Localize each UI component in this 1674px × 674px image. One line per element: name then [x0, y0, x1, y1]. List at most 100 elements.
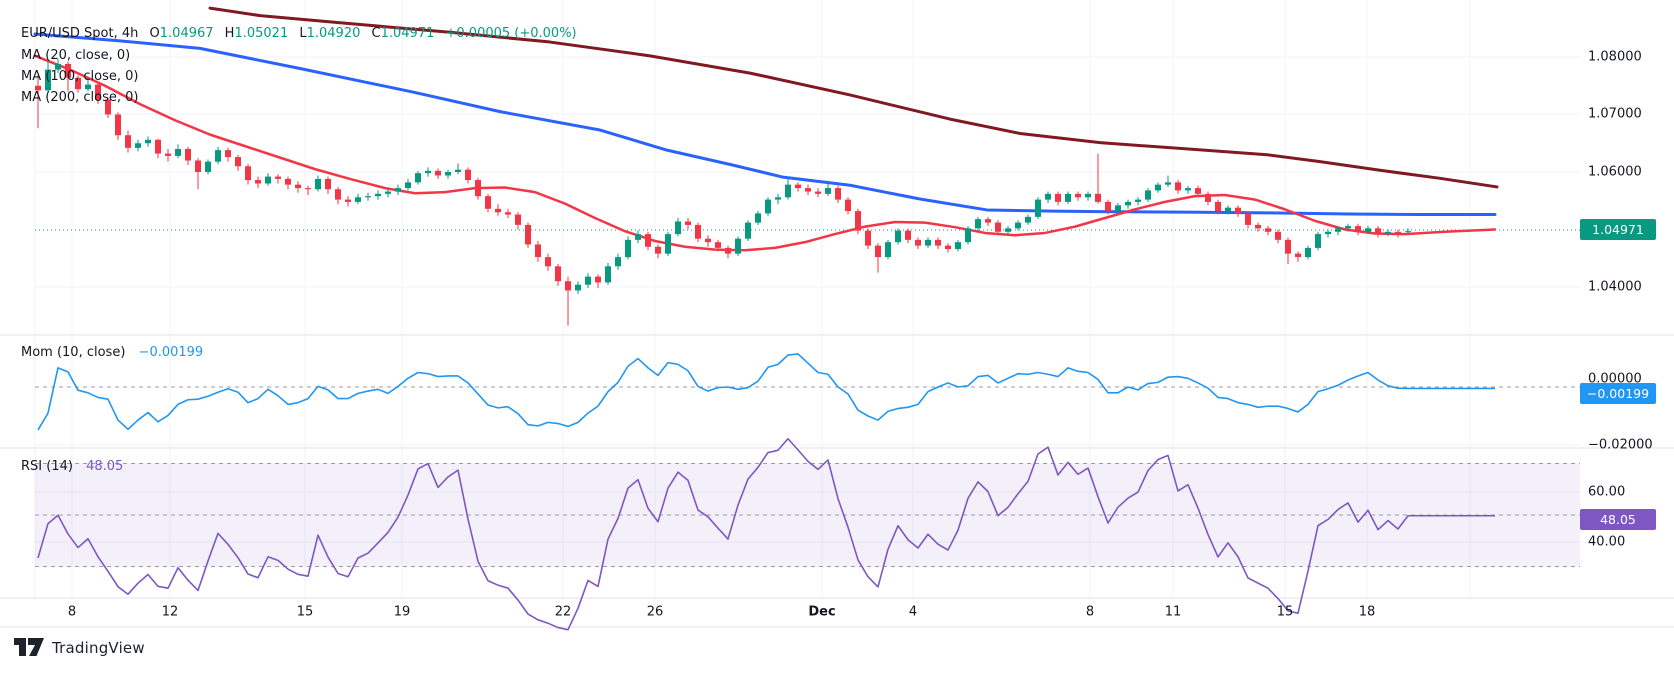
axis-time-label: 8: [67, 604, 77, 620]
current-price-badge: 1.04971: [1580, 219, 1656, 240]
candle-body: [595, 276, 601, 283]
candle-body: [815, 191, 821, 194]
candle-body: [1115, 205, 1121, 212]
candle-body: [65, 63, 71, 78]
candle-body: [555, 266, 561, 282]
axis-time-label: 4: [908, 604, 918, 620]
candle-body: [655, 246, 661, 254]
ohlc-high-value: 1.05021: [234, 26, 289, 41]
candle-body: [375, 193, 381, 197]
ma20-legend[interactable]: MA (20, close, 0): [21, 48, 130, 63]
candle-body: [915, 239, 921, 246]
candle-body: [355, 197, 361, 202]
ma20-legend-label: MA (20, close, 0): [21, 48, 131, 63]
candle-body: [505, 212, 511, 215]
candle-body: [245, 166, 251, 181]
axis-price-label: 1.08000: [1588, 49, 1642, 65]
candle-body: [365, 196, 371, 198]
momentum-legend-label: Mom (10, close): [21, 345, 126, 360]
candle-body: [1405, 231, 1411, 233]
candle-body: [75, 77, 81, 90]
candle-body: [1395, 231, 1401, 235]
candle-body: [1135, 199, 1141, 202]
tradingview-attribution[interactable]: TradingView: [14, 638, 145, 657]
candle-body: [535, 244, 541, 258]
candle-body: [55, 63, 61, 70]
ma20-line: [33, 54, 1497, 252]
candle-body: [1025, 216, 1031, 223]
candle-body: [795, 184, 801, 189]
candle-body: [175, 149, 181, 156]
candle-body: [875, 245, 881, 258]
candle-body: [695, 224, 701, 239]
axis-time-label: 19: [393, 604, 411, 620]
axis-time-label: 12: [161, 604, 179, 620]
candle-body: [425, 170, 431, 174]
symbol-legend[interactable]: EUR/USD Spot, 4h O1.04967 H1.05021 L1.04…: [21, 26, 577, 41]
candle-body: [205, 161, 211, 172]
rsi-legend[interactable]: RSI (14) 48.05: [21, 459, 123, 474]
candle-body: [1265, 228, 1271, 232]
candle-body: [1225, 207, 1231, 212]
axis-time-label: 22: [554, 604, 572, 620]
ohlc-open-key: O: [149, 26, 160, 41]
candle-body: [195, 160, 201, 172]
candle-body: [1065, 193, 1071, 202]
candle-body: [545, 257, 551, 267]
candle-body: [995, 222, 1001, 232]
tradingview-logo-icon: [14, 638, 44, 656]
candle-body: [895, 230, 901, 243]
candle-body: [185, 149, 191, 161]
axis-price-label: 0.00000: [1588, 371, 1642, 387]
candle-body: [1275, 231, 1281, 240]
candle-body: [1145, 190, 1151, 200]
candle-body: [1255, 224, 1261, 229]
ohlc-low-value: 1.04920: [306, 26, 361, 41]
candle-body: [745, 222, 751, 239]
ma100-line: [33, 32, 1497, 217]
axis-time-label: 26: [646, 604, 664, 620]
candle-body: [835, 188, 841, 200]
candle-body: [1215, 201, 1221, 212]
candle-body: [415, 173, 421, 183]
candle-body: [445, 172, 451, 176]
candle-body: [1085, 193, 1091, 198]
candle-body: [635, 234, 641, 240]
candle-body: [865, 230, 871, 246]
candle-body: [1235, 207, 1241, 214]
candle-body: [1005, 228, 1011, 232]
candle-body: [905, 230, 911, 240]
candle-body: [155, 139, 161, 154]
candle-body: [605, 266, 611, 283]
rsi-line: [37, 437, 1495, 631]
candle-body: [955, 242, 961, 250]
candle-body: [485, 196, 491, 209]
candle-body: [665, 234, 671, 254]
candle-body: [645, 234, 651, 247]
ma100-legend[interactable]: MA (100, close, 0): [21, 69, 138, 84]
candle-body: [1355, 226, 1361, 232]
candle-body: [335, 189, 341, 200]
candle-body: [785, 184, 791, 198]
momentum-legend[interactable]: Mom (10, close) −0.00199: [21, 345, 203, 360]
candle-body: [325, 178, 331, 190]
candle-body: [435, 170, 441, 176]
candle-body: [1375, 228, 1381, 235]
candle-body: [1015, 222, 1021, 229]
candle-body: [115, 114, 121, 136]
candle-body: [1035, 199, 1041, 217]
ma100-legend-label: MA (100, close, 0): [21, 69, 139, 84]
candle-body: [1285, 239, 1291, 254]
candle-body: [885, 242, 891, 258]
candle-body: [35, 85, 41, 91]
ma200-legend[interactable]: MA (200, close, 0): [21, 90, 138, 105]
candle-body: [985, 219, 991, 223]
candle-body: [735, 238, 741, 254]
candle-body: [125, 135, 131, 148]
candle-body: [1175, 182, 1181, 191]
candle-body: [345, 199, 351, 202]
axis-price-label: −0.02000: [1588, 437, 1653, 453]
candle-body: [755, 213, 761, 223]
